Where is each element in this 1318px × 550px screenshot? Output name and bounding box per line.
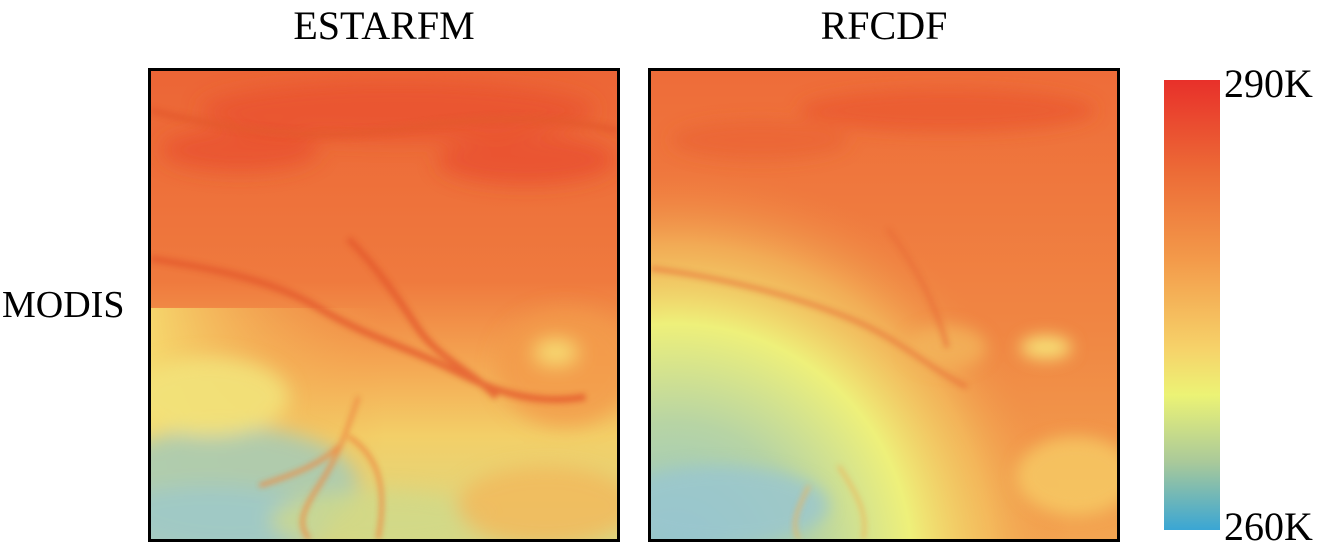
temperature-colorbar: [1164, 80, 1220, 530]
row-label-modis: MODIS: [2, 284, 125, 326]
column-title-estarfm: ESTARFM: [293, 3, 475, 48]
estarfm-temperature-map: [148, 68, 620, 542]
colorbar-min-label: 260K: [1224, 504, 1313, 549]
rfcdf-map-image: [651, 71, 1117, 539]
rfcdf-temperature-map: [648, 68, 1120, 542]
estarfm-map-image: [151, 71, 617, 539]
column-title-rfcdf: RFCDF: [820, 3, 948, 48]
colorbar-max-label: 290K: [1224, 61, 1313, 106]
